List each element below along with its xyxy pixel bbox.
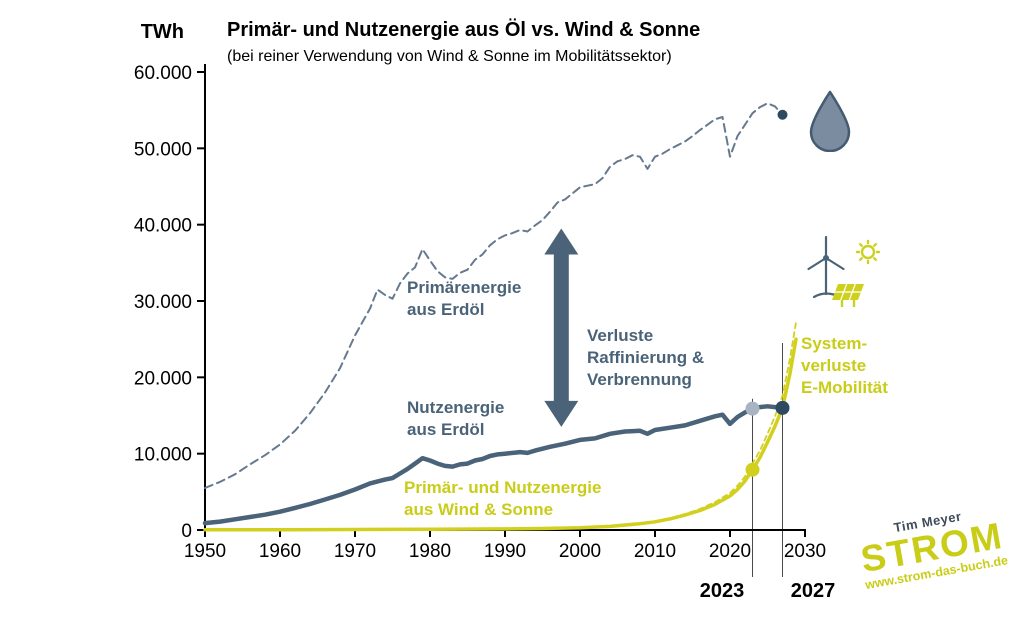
y-tick-label: 50.000 xyxy=(134,139,192,160)
y-tick-label: 10.000 xyxy=(134,445,192,466)
y-axis-unit: TWh xyxy=(140,21,184,43)
label-refining-combustion-losses: Verluste Raffinierung & Verbrennung xyxy=(587,326,705,389)
highlight-year-2023: 2023 xyxy=(699,580,745,602)
y-tick-label: 60.000 xyxy=(134,63,192,84)
label-wind-sun-energy: Primär- und Nutzenergie aus Wind & Sonne xyxy=(404,478,602,519)
label-useful-energy-oil: Nutzenergie aus Erdöl xyxy=(407,398,505,439)
losses-arrow xyxy=(544,228,579,427)
x-tick-label: 1970 xyxy=(334,541,376,562)
data-point-marker xyxy=(777,109,788,120)
x-tick-label: 1960 xyxy=(259,541,301,562)
renewables-icons xyxy=(807,235,881,307)
x-tick-label: 1980 xyxy=(409,541,451,562)
series-line-dashed-66798e xyxy=(204,102,784,489)
label-primary-energy-oil: Primärenergie aus Erdöl xyxy=(407,278,522,319)
y-tick-label: 20.000 xyxy=(134,368,192,389)
label-system-losses-emobility: System- verluste E-Mobilität xyxy=(801,334,888,397)
series-line-solid-4a6378 xyxy=(202,404,785,526)
x-tick-label: 2020 xyxy=(709,541,751,562)
oil-drop-icon xyxy=(809,90,851,152)
data-point-marker xyxy=(775,400,790,415)
page-title: Primär- und Nutzenergie aus Öl vs. Wind … xyxy=(227,19,701,41)
y-tick-label: 40.000 xyxy=(134,216,192,237)
data-point-marker xyxy=(745,462,760,477)
solar-panel-icon xyxy=(832,283,864,307)
y-tick-label: 0 xyxy=(181,521,192,542)
y-tick-label: 30.000 xyxy=(134,292,192,313)
data-point-marker xyxy=(745,401,760,416)
x-tick-label: 1950 xyxy=(184,541,226,562)
highlight-year-2027: 2027 xyxy=(790,580,836,602)
x-tick-label: 1990 xyxy=(484,541,526,562)
x-tick-label: 2000 xyxy=(559,541,601,562)
x-tick-label: 2010 xyxy=(634,541,676,562)
series-line-solid-d2d01f xyxy=(203,337,798,532)
sun-icon xyxy=(855,239,881,265)
x-tick-label: 2030 xyxy=(784,541,826,562)
page-subtitle: (bei reiner Verwendung von Wind & Sonne … xyxy=(227,48,672,65)
